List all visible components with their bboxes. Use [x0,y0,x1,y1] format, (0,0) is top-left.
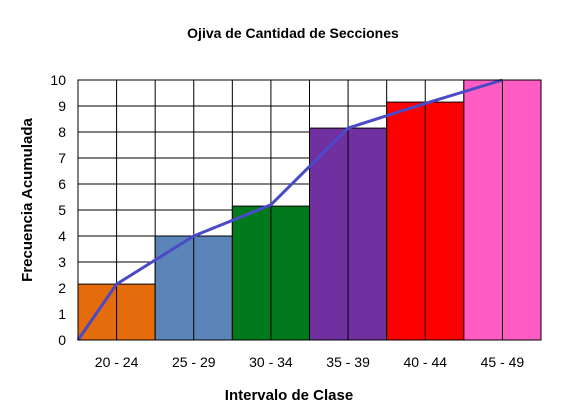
x-tick-label: 40 - 44 [403,354,447,370]
y-tick-label: 6 [58,176,66,192]
x-tick-label: 25 - 29 [172,354,216,370]
y-axis-title: Frecuencia Acumulada [19,118,36,282]
ogive-line [76,78,503,341]
y-tick-label: 8 [58,124,66,140]
x-tick-label: 30 - 34 [249,354,293,370]
y-tick-label: 3 [58,254,66,270]
plot-border [77,79,542,341]
y-tick-labels: 0 1 2 3 4 5 6 7 8 9 10 [50,72,66,348]
x-tick-label: 45 - 49 [481,354,525,370]
chart-title: Ojiva de Cantidad de Secciones [187,25,399,41]
y-tick-label: 5 [58,202,66,218]
x-tick-labels: 20 - 24 25 - 29 30 - 34 35 - 39 40 - 44 45 - … [95,354,525,370]
y-tick-label: 2 [58,280,66,296]
y-tick-label: 9 [58,98,66,114]
y-tick-label: 10 [50,72,66,88]
y-tick-label: 4 [58,228,66,244]
x-tick-label: 35 - 39 [326,354,370,370]
x-tick-label: 20 - 24 [95,354,139,370]
x-axis-title: Intervalo de Clase [225,387,353,404]
y-tick-label: 1 [58,306,66,322]
bar-dividers [116,80,503,340]
y-tick-label: 7 [58,150,66,166]
y-tick-label: 0 [58,332,66,348]
